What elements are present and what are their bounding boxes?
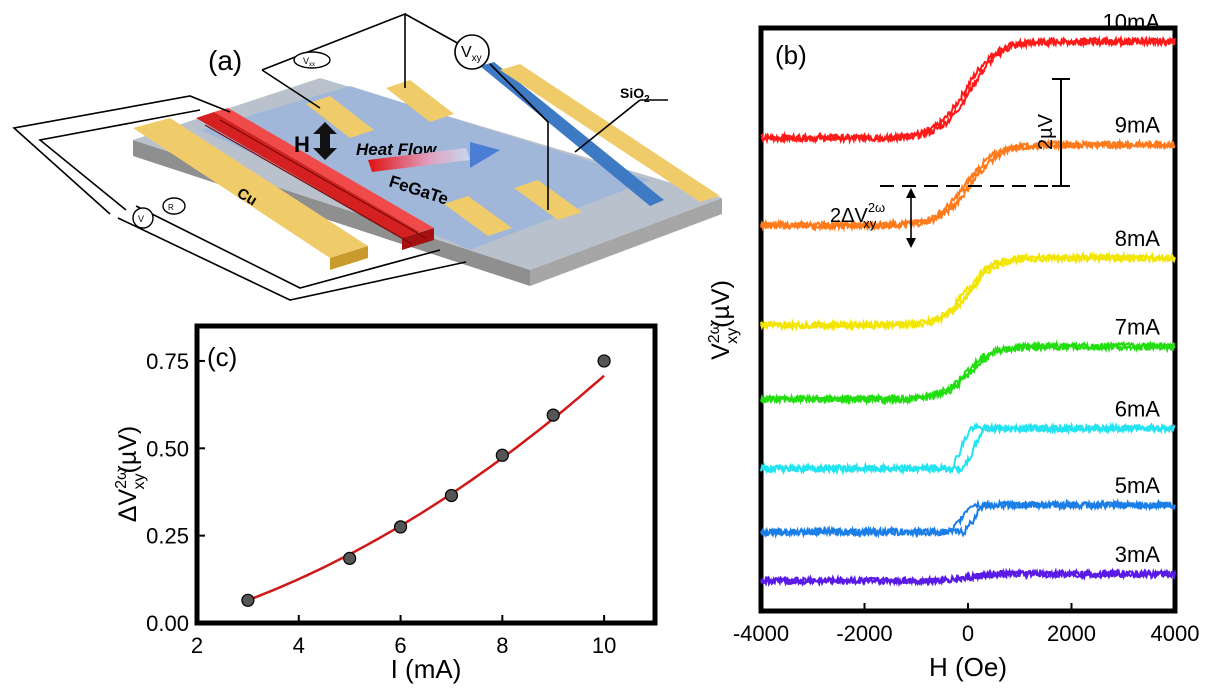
delta-label: 2ΔV2ω xy (830, 200, 885, 231)
x-axis-label-c: I (mA) (391, 654, 462, 684)
svg-text:V: V (138, 214, 144, 224)
voltmeter-small: Vxx (293, 51, 331, 69)
x-tick-label-b: 0 (962, 621, 974, 646)
voltage-source: V (132, 207, 154, 229)
wire-vxy (489, 63, 549, 210)
chart-panel-c: (c) 2 4 6 8 10 0.00 0.25 0.50 0.75 I (mA) ΔV2ωxy… (113, 323, 658, 684)
field-double-arrow (313, 122, 337, 160)
series-label-9mA: 9mA (1115, 113, 1161, 138)
substrate-side (530, 198, 722, 286)
data-point (597, 354, 611, 368)
fit-curve (247, 374, 605, 602)
series-line-10mA (760, 35, 1176, 145)
series-line-6mA (760, 421, 1176, 476)
hall-electrode-3 (444, 196, 512, 236)
x-tick-label-c: 4 (293, 633, 305, 658)
panel-c-label: (c) (207, 342, 237, 372)
data-point (393, 520, 408, 534)
cu-electrode-right (500, 64, 720, 202)
heat-flow-bar (368, 148, 470, 172)
resistor-symbol: R (162, 197, 186, 215)
series-label-6mA: 6mA (1115, 396, 1161, 421)
x-axis-label-b: H (Oe) (929, 652, 1007, 682)
cu-electrode-left (133, 118, 368, 258)
series-label-8mA: 8mA (1115, 226, 1161, 251)
hall-electrode-1 (306, 96, 374, 138)
chart-panel-b: (b) -4000 -2000 0 2000 4000 10mA 9mA 8mA 7mA 6mA… (706, 9, 1199, 682)
data-point (241, 593, 255, 607)
data-point (546, 408, 560, 422)
x-tick-label-c: 10 (592, 633, 616, 658)
x-tick-label-c: 8 (496, 633, 508, 658)
heat-flow-arrow-icon (470, 142, 500, 168)
x-tick-label-b: 4000 (1151, 621, 1200, 646)
y-tick-label-c: 0.00 (146, 611, 189, 636)
y-tick-label-c: 0.25 (146, 524, 189, 549)
series-line-10mA (760, 34, 1176, 145)
series-label-5mA: 5mA (1115, 473, 1161, 498)
wire-vxx (261, 12, 406, 88)
series-label-7mA: 7mA (1115, 314, 1161, 339)
device-schematic: (a) (12, 12, 722, 301)
series-line-7mA (760, 340, 1176, 406)
delta-arrow (906, 188, 916, 248)
x-tick-label-c: 2 (191, 633, 203, 658)
series-line-6mA (760, 421, 1176, 476)
scale-bar-label: 2µV (1035, 113, 1057, 150)
y-tick-label-c: 0.75 (146, 349, 189, 374)
series-label-10mA: 10mA (1103, 9, 1161, 34)
plot-frame-c (194, 323, 658, 626)
field-label: H (294, 132, 310, 157)
substrate-label: SiO2 (620, 85, 650, 105)
svg-text:Vxy: Vxy (461, 44, 482, 64)
voltmeter-vxy: Vxy (454, 34, 490, 70)
x-tick-label-b: 2000 (1047, 621, 1096, 646)
series-line-9mA (760, 138, 1176, 233)
y-axis-label-c: ΔV2ωxy(µV) (113, 426, 148, 523)
series-line-9mA (760, 137, 1176, 233)
y-tick-label-c: 0.50 (146, 436, 189, 461)
panel-b-label: (b) (775, 40, 807, 70)
data-point (444, 488, 459, 503)
x-tick-label-b: -4000 (733, 621, 789, 646)
x-tick-label-c: 6 (394, 633, 406, 658)
wire-source-outer (12, 95, 231, 215)
svg-text:Vxx: Vxx (303, 56, 315, 68)
data-point (495, 448, 509, 462)
series-line-3mA (760, 567, 1176, 587)
series-line-5mA (760, 498, 1176, 540)
panel-a-label: (a) (208, 45, 242, 76)
data-point (343, 551, 357, 565)
svg-text:R: R (168, 203, 174, 212)
y-axis-label-b: V2ωxy(µV) (706, 280, 741, 360)
fegate-flake (200, 86, 650, 250)
plot-frame-b (758, 25, 1178, 614)
blue-electrode (480, 62, 664, 206)
hall-electrode-2 (386, 80, 454, 122)
series-line-8mA (760, 250, 1176, 332)
heater-line-1 (196, 112, 420, 238)
series-label-3mA: 3mA (1115, 542, 1161, 567)
scale-bar-2uv (1052, 78, 1070, 187)
x-tick-label-b: -2000 (836, 621, 892, 646)
